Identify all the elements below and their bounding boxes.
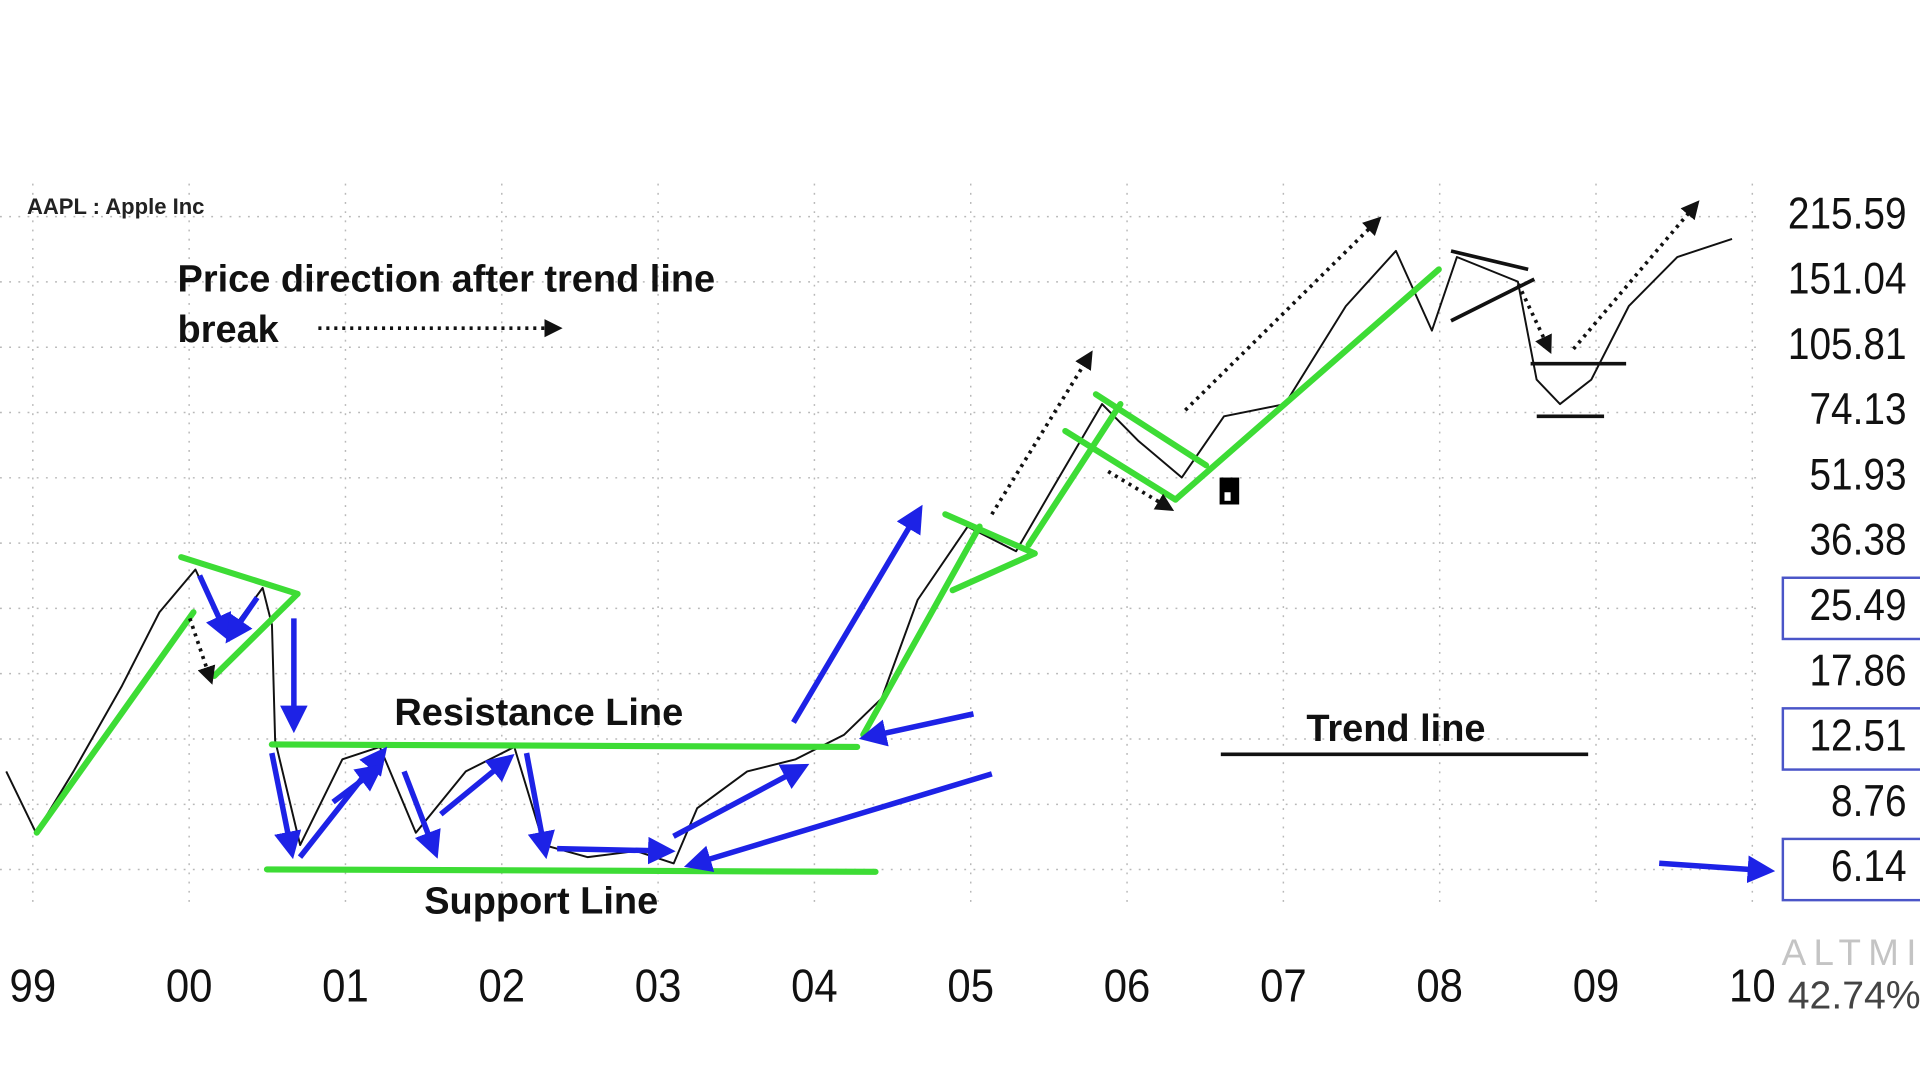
cursor xyxy=(1219,477,1240,505)
blue-arrow xyxy=(523,752,555,860)
x-tick-label: 01 xyxy=(322,961,369,1013)
annotation-text: break xyxy=(178,309,280,351)
blue-arrow xyxy=(683,771,993,873)
trend-line xyxy=(942,511,1038,557)
annotation-text: Price direction after trend line xyxy=(178,259,716,301)
blue-arrow xyxy=(401,770,441,859)
dotted-arrow xyxy=(1572,200,1700,351)
x-tick-label: 05 xyxy=(947,961,994,1013)
x-tick-label: 99 xyxy=(10,961,57,1013)
blue-arrow xyxy=(439,753,515,817)
indicator-value: 42.74% xyxy=(1788,974,1920,1017)
blue-arrow xyxy=(297,746,388,859)
x-tick-label: 00 xyxy=(166,961,213,1013)
blue-arrow xyxy=(197,574,232,642)
blue-arrow xyxy=(557,836,676,865)
trend-line xyxy=(33,609,197,836)
trend-line xyxy=(1025,401,1124,548)
chart-title: AAPL : Apple Inc xyxy=(27,194,204,219)
trend-line xyxy=(1172,266,1442,503)
trend-line xyxy=(1450,277,1536,323)
y-tick-label: 6.14 xyxy=(1831,841,1907,891)
blue-arrow xyxy=(1658,855,1776,884)
blue-arrow xyxy=(331,764,384,805)
trend-line xyxy=(1092,391,1210,469)
price-layer xyxy=(5,237,1733,865)
grid xyxy=(0,183,1764,907)
y-tick-label: 36.38 xyxy=(1809,514,1906,564)
y-tick-label: 8.76 xyxy=(1831,776,1907,826)
y-tick-label: 17.86 xyxy=(1809,645,1906,695)
y-tick-label: 215.59 xyxy=(1788,188,1907,238)
blue-arrow xyxy=(269,752,302,860)
x-tick-label: 06 xyxy=(1104,961,1151,1013)
indicator-name: ALTMI xyxy=(1782,932,1920,973)
y-tick-label: 74.13 xyxy=(1809,384,1906,434)
x-tick-label: 07 xyxy=(1260,961,1307,1013)
y-tick-label: 25.49 xyxy=(1809,580,1906,630)
trend-line xyxy=(1062,427,1179,503)
cursor-detail xyxy=(1224,492,1231,501)
price-line xyxy=(5,237,1733,865)
y-tick-label: 12.51 xyxy=(1809,710,1906,760)
trend-line xyxy=(949,550,1038,594)
dotted-arrow xyxy=(1184,216,1382,412)
trend-line xyxy=(211,590,301,679)
tick-highlight xyxy=(1781,837,1920,902)
blue-arrow xyxy=(791,504,923,724)
annotation-text: Resistance Line xyxy=(394,692,683,734)
support-line xyxy=(263,866,879,875)
y-tick-label: 105.81 xyxy=(1788,319,1907,369)
annotation-drawing xyxy=(33,200,1776,884)
x-tick-label: 02 xyxy=(478,961,525,1013)
x-tick-label: 09 xyxy=(1573,961,1620,1013)
trend-line xyxy=(1450,249,1529,272)
dotted-arrow xyxy=(188,617,216,685)
resistance-line xyxy=(268,741,861,750)
x-tick-label: 04 xyxy=(791,961,838,1013)
y-tick-label: 151.04 xyxy=(1788,253,1907,303)
annotation-text: Support Line xyxy=(424,881,658,923)
x-tick-label: 03 xyxy=(635,961,682,1013)
y-tick-label: 51.93 xyxy=(1809,449,1906,499)
blue-arrow xyxy=(672,763,810,839)
x-tick-label: 10 xyxy=(1729,961,1776,1013)
blue-arrow xyxy=(858,711,975,747)
trend-line xyxy=(178,554,301,597)
dotted-arrow xyxy=(1516,283,1552,354)
blue-arrow xyxy=(225,595,260,644)
x-tick-label: 08 xyxy=(1416,961,1463,1013)
trend-line xyxy=(860,523,983,738)
tick-highlight xyxy=(1781,576,1920,641)
annotation-text: Trend line xyxy=(1306,708,1485,750)
tick-highlight xyxy=(1781,707,1920,771)
